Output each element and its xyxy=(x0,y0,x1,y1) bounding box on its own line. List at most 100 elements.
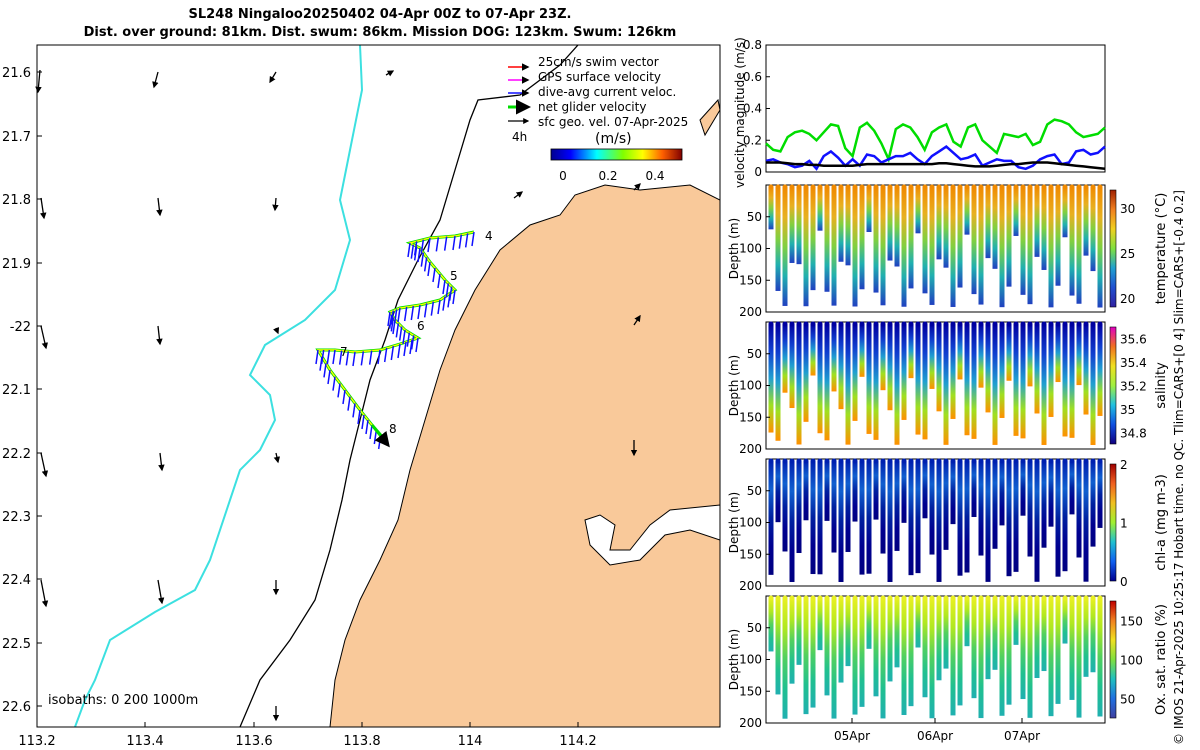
profile-surface-dot xyxy=(831,595,837,601)
dac-vector xyxy=(420,252,425,267)
sfc-vel-arrow xyxy=(40,579,49,608)
copyright-note: © IMOS 21-Apr-2025 10:25:17 Hobart time.… xyxy=(1172,190,1186,745)
profile-column xyxy=(978,187,984,305)
profile-column xyxy=(1090,461,1096,547)
profile-surface-dot xyxy=(880,595,886,601)
profile-surface-dot xyxy=(1006,184,1012,190)
section-colorbar xyxy=(1109,600,1117,719)
dac-vector xyxy=(390,317,395,332)
profile-surface-dot xyxy=(768,595,774,601)
profile-column xyxy=(901,187,907,307)
profile-surface-dot xyxy=(1006,458,1012,464)
time-tick-label: 07Apr xyxy=(1004,729,1040,743)
depth-tick-label: 100 xyxy=(739,379,762,393)
profile-column xyxy=(971,324,977,439)
profile-column xyxy=(880,187,886,306)
profile-surface-dot xyxy=(1020,184,1026,190)
profile-surface-dot xyxy=(1076,184,1082,190)
profile-column xyxy=(838,187,844,262)
dac-vector xyxy=(442,296,446,311)
profile-column xyxy=(950,598,956,716)
profile-column xyxy=(929,187,935,305)
profile-surface-dot xyxy=(999,321,1005,327)
profile-surface-dot xyxy=(985,595,991,601)
profile-surface-dot xyxy=(992,184,998,190)
profile-column xyxy=(768,598,774,652)
profile-surface-dot xyxy=(992,458,998,464)
profile-surface-dot xyxy=(1076,595,1082,601)
profile-surface-dot xyxy=(950,458,956,464)
dac-vector xyxy=(365,419,369,435)
map-y-tick-label: -22 xyxy=(10,320,31,335)
profile-column xyxy=(957,187,963,288)
profile-column xyxy=(775,598,781,695)
time-tick-label: 05Apr xyxy=(834,729,870,743)
colorbar-tick-label: 100 xyxy=(1120,654,1143,668)
profile-column xyxy=(852,461,858,522)
profile-column xyxy=(845,461,851,552)
profile-surface-dot xyxy=(838,458,844,464)
profile-column xyxy=(880,461,886,554)
dac-vector xyxy=(377,349,381,365)
profile-column xyxy=(1069,187,1075,296)
profile-surface-dot xyxy=(936,458,942,464)
profile-surface-dot xyxy=(1041,321,1047,327)
profile-surface-dot xyxy=(866,595,872,601)
dac-vector xyxy=(437,273,441,289)
map-legend: 25cm/s swim vector GPS surface velocity … xyxy=(508,55,688,183)
profile-column xyxy=(936,461,942,582)
profile-surface-dot xyxy=(971,184,977,190)
sfc-vel-arrow xyxy=(272,197,279,212)
profile-surface-dot xyxy=(873,184,879,190)
profile-surface-dot xyxy=(1069,458,1075,464)
profile-surface-dot xyxy=(887,595,893,601)
dac-vector xyxy=(471,231,475,247)
track-map: 113.2 113.4 113.6 113.8 114 114.2 21.621.721.… xyxy=(2,44,721,749)
profile-column xyxy=(908,187,914,289)
profile-column xyxy=(929,461,935,555)
profile-column xyxy=(1034,461,1040,582)
profile-surface-dot xyxy=(866,321,872,327)
profile-column xyxy=(1083,324,1089,415)
profile-surface-dot xyxy=(768,184,774,190)
map-x-tick-label: 113.8 xyxy=(343,734,380,749)
profile-column xyxy=(1097,598,1103,717)
dac-vector xyxy=(327,369,331,385)
profile-surface-dot xyxy=(964,458,970,464)
profile-surface-dot xyxy=(866,184,872,190)
profile-surface-dot xyxy=(1034,184,1040,190)
profile-column xyxy=(908,598,914,707)
profile-column xyxy=(817,187,823,231)
profile-column xyxy=(803,461,809,521)
isobaths-label: isobaths: 0 200 1000m xyxy=(48,693,198,708)
depth-axis-label: Depth (m) xyxy=(727,218,741,279)
speed-colorbar xyxy=(550,148,683,161)
depth-axis-label: Depth (m) xyxy=(727,355,741,416)
velocity-panel: 0 0.2 0.4 0.6 0.8 velocity magnitude (m/s) xyxy=(733,37,1106,188)
dac-vector xyxy=(423,257,428,272)
depth-tick-label: 100 xyxy=(739,653,762,667)
dac-vector xyxy=(397,343,401,359)
profile-surface-dot xyxy=(1062,458,1068,464)
profile-surface-dot xyxy=(824,595,830,601)
profile-column xyxy=(1062,187,1068,238)
profile-column xyxy=(1090,324,1096,445)
colorbar-tick-label: 35.2 xyxy=(1120,380,1147,394)
dac-vector xyxy=(442,279,446,295)
profile-column xyxy=(1069,598,1075,700)
profile-column xyxy=(915,187,921,234)
profile-surface-dot xyxy=(796,458,802,464)
dac-vector xyxy=(347,396,351,411)
profile-surface-dot xyxy=(992,595,998,601)
profile-column xyxy=(852,598,858,715)
profile-surface-dot xyxy=(929,321,935,327)
profile-surface-dot xyxy=(1055,458,1061,464)
sfc-vel-arrow xyxy=(157,579,165,605)
profile-column xyxy=(768,324,774,433)
profile-column xyxy=(852,187,858,307)
profile-column xyxy=(838,461,844,582)
section-axes xyxy=(765,458,1106,587)
profile-column xyxy=(1013,598,1019,645)
profile-column xyxy=(838,324,844,410)
profile-surface-dot xyxy=(1083,595,1089,601)
